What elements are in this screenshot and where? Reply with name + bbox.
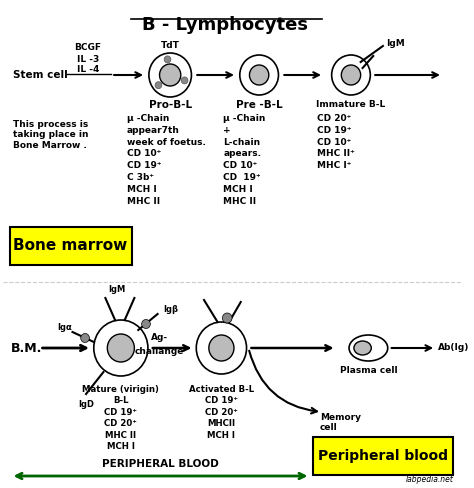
- Circle shape: [196, 322, 246, 374]
- Circle shape: [341, 65, 361, 85]
- Circle shape: [181, 77, 188, 84]
- Circle shape: [240, 55, 278, 95]
- Text: PERIPHERAL BLOOD: PERIPHERAL BLOOD: [102, 459, 219, 469]
- Circle shape: [249, 65, 269, 85]
- Text: Igβ: Igβ: [164, 305, 178, 314]
- Text: labpedia.net: labpedia.net: [406, 475, 454, 484]
- Text: Immature B-L: Immature B-L: [316, 100, 386, 109]
- FancyBboxPatch shape: [313, 437, 454, 475]
- Ellipse shape: [349, 335, 388, 361]
- Circle shape: [94, 320, 148, 376]
- Text: μ -Chain
+
L-chain
apears.
CD 10⁺
CD  19⁺
MCH I
MHC II: μ -Chain + L-chain apears. CD 10⁺ CD 19⁺…: [223, 114, 266, 205]
- Text: IL -4: IL -4: [77, 65, 99, 75]
- Text: Pre -B-L: Pre -B-L: [236, 100, 283, 110]
- Text: Pro-B-L: Pro-B-L: [149, 100, 191, 110]
- Text: IgM: IgM: [109, 285, 126, 294]
- Circle shape: [160, 64, 181, 86]
- Text: Activated B-L
CD 19⁺
CD 20⁺
MHCII
MCH I: Activated B-L CD 19⁺ CD 20⁺ MHCII MCH I: [189, 385, 254, 440]
- Text: Mature (virigin)
B-L
CD 19⁺
CD 20⁺
MHC II
MCH I: Mature (virigin) B-L CD 19⁺ CD 20⁺ MHC I…: [82, 385, 159, 451]
- Text: Ag-: Ag-: [151, 333, 168, 343]
- Text: Stem cell: Stem cell: [12, 70, 67, 80]
- Circle shape: [81, 333, 90, 343]
- Text: IgM: IgM: [386, 40, 404, 48]
- Text: Peripheral blood: Peripheral blood: [318, 449, 448, 463]
- Text: Memory
cell: Memory cell: [320, 413, 361, 432]
- Text: BCGF: BCGF: [74, 43, 101, 53]
- Circle shape: [222, 313, 232, 323]
- Text: CD 20⁺
CD 19⁺
CD 10⁺
MHC II⁺
MHC I⁺: CD 20⁺ CD 19⁺ CD 10⁺ MHC II⁺ MHC I⁺: [317, 114, 355, 170]
- Text: TdT: TdT: [161, 41, 180, 49]
- Text: Ab(Ig): Ab(Ig): [438, 344, 469, 352]
- Circle shape: [149, 53, 191, 97]
- Text: B - Lymphocytes: B - Lymphocytes: [142, 16, 308, 34]
- Circle shape: [155, 81, 162, 89]
- Text: This process is
taking place in
Bone Marrow .: This process is taking place in Bone Mar…: [12, 120, 88, 150]
- Circle shape: [142, 320, 150, 328]
- Text: B.M.: B.M.: [10, 342, 42, 354]
- FancyBboxPatch shape: [9, 227, 132, 265]
- Circle shape: [332, 55, 370, 95]
- Circle shape: [107, 334, 135, 362]
- Text: challange: challange: [135, 346, 184, 355]
- Text: Igα: Igα: [57, 324, 72, 332]
- Text: μ -Chain
appear7th
week of foetus.
CD 10⁺
CD 19⁺
C 3b⁺
MCH I
MHC II: μ -Chain appear7th week of foetus. CD 10…: [127, 114, 206, 205]
- Circle shape: [164, 56, 171, 63]
- Text: IgD: IgD: [78, 400, 94, 409]
- Text: Plasma cell: Plasma cell: [339, 366, 397, 375]
- Circle shape: [209, 335, 234, 361]
- Text: Bone marrow: Bone marrow: [13, 239, 128, 253]
- Ellipse shape: [354, 341, 371, 355]
- Text: IL -3: IL -3: [77, 55, 99, 63]
